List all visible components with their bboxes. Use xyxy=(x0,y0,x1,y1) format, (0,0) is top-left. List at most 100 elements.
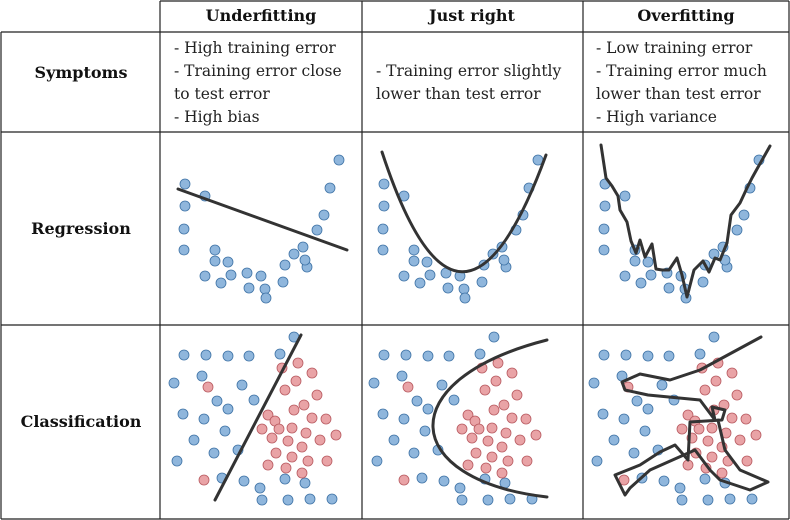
blue-point xyxy=(724,493,736,505)
blue-point xyxy=(642,256,654,268)
symptom-line: - Training error much xyxy=(596,62,767,80)
blue-point xyxy=(597,408,609,420)
red-point xyxy=(750,429,762,441)
red-point xyxy=(296,441,308,453)
regression-overfitting-plot xyxy=(598,143,772,304)
blue-point xyxy=(318,209,330,221)
symptom-line: - High training error xyxy=(174,39,336,57)
blue-point xyxy=(324,182,336,194)
blue-point xyxy=(645,269,657,281)
blue-point xyxy=(443,350,455,362)
blue-point xyxy=(209,244,221,256)
blue-point xyxy=(326,493,338,505)
symptoms-overfitting: - Low training error - Training error mu… xyxy=(596,39,767,126)
red-point xyxy=(682,459,694,471)
blue-point xyxy=(699,473,711,485)
blue-point xyxy=(259,283,271,295)
symptom-line: lower than test error xyxy=(596,85,761,103)
blue-point xyxy=(274,348,286,360)
blue-point xyxy=(178,244,190,256)
blue-point xyxy=(448,394,460,406)
red-point xyxy=(741,455,753,467)
blue-point xyxy=(199,270,211,282)
blue-point xyxy=(629,255,641,267)
red-point xyxy=(288,404,300,416)
red-point xyxy=(496,467,508,479)
blue-point xyxy=(225,269,237,281)
blue-point xyxy=(456,494,468,506)
classification-just-right-plot xyxy=(368,331,549,506)
red-point xyxy=(282,435,294,447)
red-point xyxy=(486,422,498,434)
red-point xyxy=(311,389,323,401)
blue-point xyxy=(179,200,191,212)
blue-point xyxy=(400,349,412,361)
blue-point xyxy=(198,413,210,425)
blue-point xyxy=(422,403,434,415)
red-point xyxy=(693,423,705,435)
blue-point xyxy=(663,350,675,362)
blue-point xyxy=(419,425,431,437)
blue-point xyxy=(438,475,450,487)
red-point xyxy=(462,459,474,471)
blue-point xyxy=(243,282,255,294)
blue-point xyxy=(459,292,471,304)
red-point xyxy=(290,375,302,387)
red-point xyxy=(706,451,718,463)
red-point xyxy=(279,384,291,396)
blue-point xyxy=(599,200,611,212)
classification-underfitting-plot xyxy=(168,331,342,506)
blue-point xyxy=(333,154,345,166)
blue-point xyxy=(635,277,647,289)
blue-point xyxy=(619,270,631,282)
blue-point xyxy=(408,255,420,267)
red-point xyxy=(256,423,268,435)
blue-point xyxy=(628,447,640,459)
regression-just-right-plot xyxy=(377,150,548,304)
blue-point xyxy=(694,348,706,360)
blue-point xyxy=(260,292,272,304)
blue-point xyxy=(620,349,632,361)
blue-point xyxy=(371,455,383,467)
blue-point xyxy=(422,350,434,362)
blue-point xyxy=(658,475,670,487)
blue-point xyxy=(454,482,466,494)
red-point xyxy=(202,381,214,393)
red-point xyxy=(482,435,494,447)
blue-point xyxy=(411,395,423,407)
blue-point xyxy=(200,349,212,361)
blue-point xyxy=(598,244,610,256)
blue-point xyxy=(248,394,260,406)
blue-point xyxy=(299,254,311,266)
blue-point xyxy=(488,331,500,343)
red-point xyxy=(706,422,718,434)
red-point xyxy=(262,409,274,421)
red-point xyxy=(716,467,728,479)
red-point xyxy=(286,422,298,434)
blue-point xyxy=(639,425,651,437)
red-point xyxy=(273,423,285,435)
blue-point xyxy=(476,276,488,288)
blue-point xyxy=(642,350,654,362)
blue-point xyxy=(598,349,610,361)
red-point xyxy=(682,409,694,421)
blue-point xyxy=(436,379,448,391)
blue-point xyxy=(618,413,630,425)
symptom-line: to test error xyxy=(174,85,270,103)
blue-point xyxy=(179,178,191,190)
blue-point xyxy=(388,434,400,446)
red-point xyxy=(456,423,468,435)
blue-point xyxy=(378,178,390,190)
red-point xyxy=(314,434,326,446)
red-point xyxy=(521,455,533,467)
red-point xyxy=(306,367,318,379)
blue-point xyxy=(378,200,390,212)
blue-point xyxy=(208,447,220,459)
red-point xyxy=(488,404,500,416)
red-point xyxy=(500,427,512,439)
blue-point xyxy=(215,277,227,289)
blue-point xyxy=(168,377,180,389)
red-point xyxy=(498,399,510,411)
blue-point xyxy=(299,477,311,489)
blue-point xyxy=(697,276,709,288)
